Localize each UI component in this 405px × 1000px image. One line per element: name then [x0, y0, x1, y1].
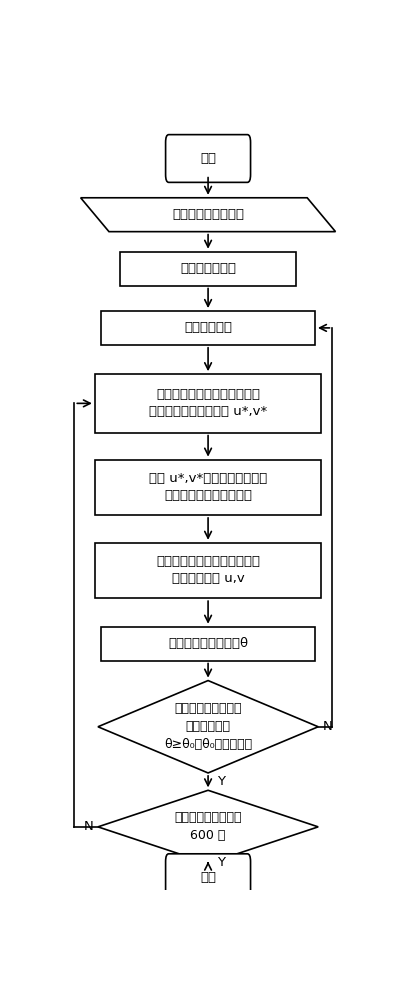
Text: N: N	[322, 720, 332, 733]
Text: 加入脉冲加热: 加入脉冲加热	[183, 321, 232, 334]
Text: N: N	[83, 820, 93, 833]
Text: 判断脉冲加热的通道
中部处的温度
θ≥θ₀，θ₀为温度阈值: 判断脉冲加热的通道 中部处的温度 θ≥θ₀，θ₀为温度阈值	[164, 702, 252, 751]
Text: 判断时间步是否大于
600 万: 判断时间步是否大于 600 万	[174, 811, 241, 842]
Text: Y: Y	[217, 856, 225, 869]
Polygon shape	[81, 198, 335, 232]
Bar	[120, 252, 296, 286]
Text: 利用压力修正速度，得到下一
时间步的速度 u,v: 利用压力修正速度，得到下一 时间步的速度 u,v	[156, 555, 260, 585]
Text: 变量定义和初值设置: 变量定义和初值设置	[172, 208, 243, 221]
Bar	[95, 460, 321, 515]
Text: 结束: 结束	[200, 871, 215, 884]
Bar	[101, 311, 314, 345]
Text: 采用二维投影法，将速度和压
力解耦，求出预估速度 u*,v*: 采用二维投影法，将速度和压 力解耦，求出预估速度 u*,v*	[149, 388, 266, 418]
Bar	[95, 543, 321, 598]
Text: 时间步推进开始: 时间步推进开始	[180, 262, 235, 275]
Text: 开始: 开始	[200, 152, 215, 165]
Polygon shape	[98, 681, 318, 773]
FancyBboxPatch shape	[165, 135, 250, 182]
Text: Y: Y	[217, 775, 225, 788]
Bar	[95, 374, 321, 433]
Text: 利用 u*,v*求解压力泊松方程
（采用高斯塞德尔迭代）: 利用 u*,v*求解压力泊松方程 （采用高斯塞德尔迭代）	[149, 472, 266, 502]
Bar	[101, 627, 314, 661]
FancyBboxPatch shape	[165, 854, 250, 902]
Polygon shape	[98, 790, 318, 863]
Text: 由速度计算得到温度θ: 由速度计算得到温度θ	[168, 637, 247, 650]
